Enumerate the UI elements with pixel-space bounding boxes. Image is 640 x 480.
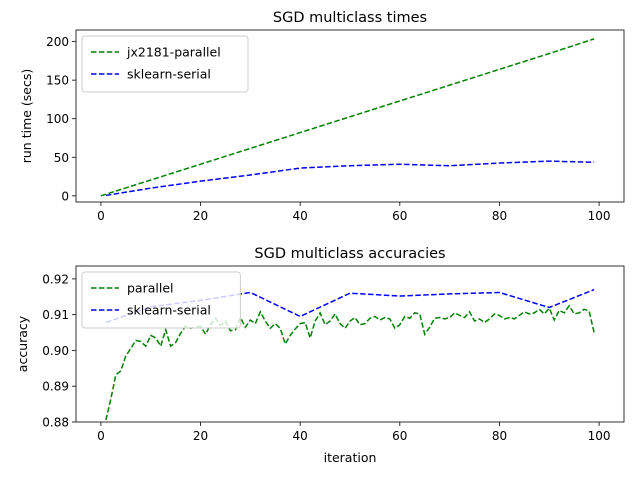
- x-tick-label: 40: [293, 429, 308, 443]
- x-axis-label: iteration: [324, 450, 377, 465]
- legend-entry: jx2181-parallel: [126, 45, 221, 60]
- y-tick-label: 0.91: [42, 308, 69, 322]
- y-tick-label: 150: [46, 74, 69, 88]
- x-tick-label: 80: [492, 209, 507, 223]
- chart-title: SGD multiclass accuracies: [254, 246, 445, 262]
- x-tick-label: 60: [392, 429, 407, 443]
- x-tick-label: 0: [97, 429, 105, 443]
- series-line-1-2: [105, 160, 595, 197]
- axes-frame: [75, 29, 625, 203]
- y-tick-label: 0.92: [42, 272, 69, 286]
- chart-1: 0 20 40 60 80 100 0 50 100 150 200 SGD multiclass t…: [19, 10, 625, 223]
- y-tick-label: 0: [61, 189, 69, 203]
- x-tick-label: 20: [193, 209, 208, 223]
- legend-entry: parallel: [127, 281, 174, 296]
- x-tick-label: 60: [392, 209, 407, 223]
- series-line-2-1: [105, 304, 595, 421]
- legend: parallel sklearn-serial: [81, 271, 241, 329]
- x-tick-label: 40: [293, 209, 308, 223]
- x-tick-label: 80: [492, 429, 507, 443]
- y-axis-label: accuracy: [15, 315, 30, 372]
- y-tick-label: 50: [54, 151, 69, 165]
- series-line-1-1: [100, 38, 595, 197]
- x-tick-label: 100: [588, 209, 611, 223]
- legend: jx2181-parallel sklearn-serial: [81, 35, 249, 93]
- x-tick-label: 100: [588, 429, 611, 443]
- legend-entry: sklearn-serial: [127, 67, 211, 82]
- y-tick-label: 0.90: [42, 344, 69, 358]
- y-tick-label: 0.89: [42, 380, 69, 394]
- x-tick-label: 20: [193, 429, 208, 443]
- y-tick-label: 0.88: [42, 416, 69, 430]
- chart-2: 0 20 40 60 80 100 0.88 0.89 0.90 0.91 0.92 SGD mult…: [15, 246, 625, 465]
- chart-title: SGD multiclass times: [273, 10, 427, 26]
- legend-box: [81, 35, 249, 93]
- x-tick-label: 0: [97, 209, 105, 223]
- y-axis-label: run time (secs): [19, 69, 34, 164]
- legend-entry: sklearn-serial: [127, 303, 211, 318]
- axes-frame: [75, 265, 625, 423]
- y-tick-label: 100: [46, 112, 69, 126]
- y-tick-label: 200: [46, 35, 69, 49]
- legend-box: [81, 271, 241, 329]
